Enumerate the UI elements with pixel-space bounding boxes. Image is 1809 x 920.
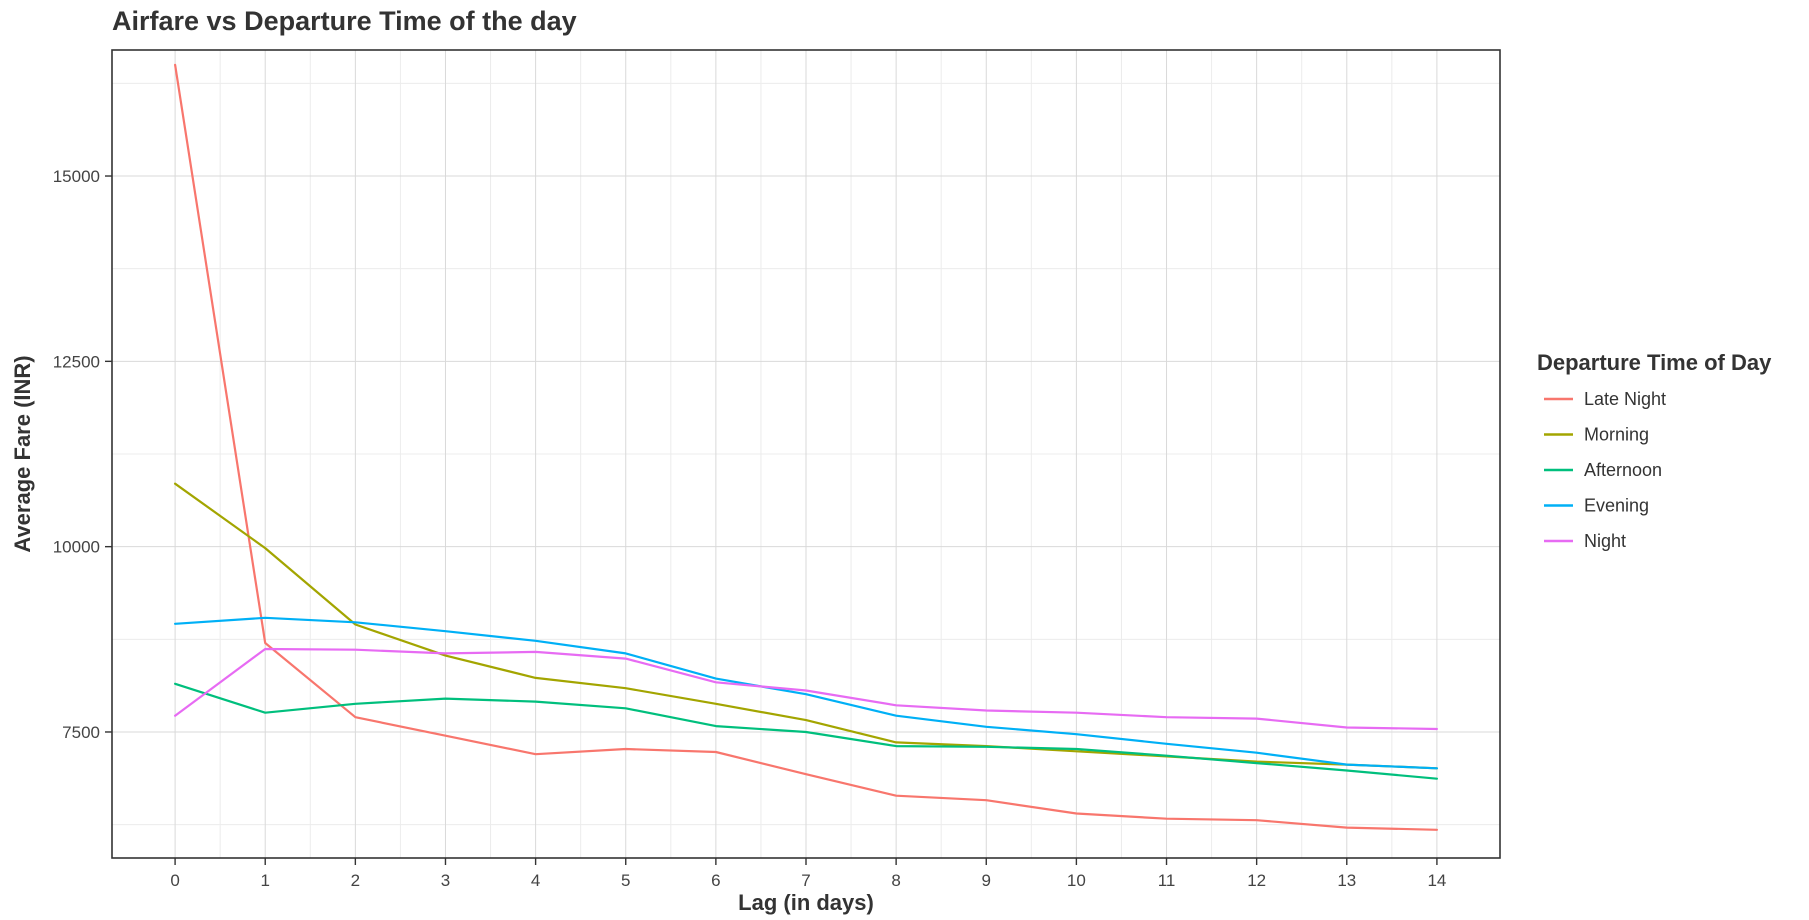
legend: Departure Time of Day Late Night Morning A… [1537, 350, 1772, 551]
legend-label-afternoon: Afternoon [1584, 460, 1662, 480]
x-tick-label: 6 [711, 871, 720, 890]
y-tick-label: 10000 [53, 538, 100, 557]
x-tick-label: 10 [1067, 871, 1086, 890]
x-tick-label: 0 [170, 871, 179, 890]
x-tick-label: 2 [351, 871, 360, 890]
series-line-evening [174, 616, 1439, 770]
chart-title: Airfare vs Departure Time of the day [112, 6, 577, 36]
gridlines [112, 50, 1500, 858]
x-axis: 0 1 2 3 4 5 6 7 8 9 10 11 12 13 14 [170, 858, 1446, 890]
legend-title: Departure Time of Day [1537, 350, 1772, 375]
series-lines [174, 63, 1439, 831]
series-line-night [174, 647, 1439, 731]
series-line-late-night [174, 63, 1439, 831]
x-tick-label: 3 [441, 871, 450, 890]
legend-label-evening: Evening [1584, 496, 1649, 516]
x-tick-label: 7 [801, 871, 810, 890]
y-axis: 7500 10000 12500 15000 [53, 167, 112, 742]
legend-label-late-night: Late Night [1584, 389, 1666, 409]
y-tick-label: 7500 [62, 723, 100, 742]
x-tick-label: 8 [891, 871, 900, 890]
y-tick-label: 12500 [53, 352, 100, 371]
legend-label-morning: Morning [1584, 425, 1649, 445]
x-tick-label: 13 [1337, 871, 1356, 890]
x-axis-title: Lag (in days) [738, 890, 874, 915]
x-tick-label: 14 [1427, 871, 1446, 890]
x-tick-label: 4 [531, 871, 540, 890]
series-line-afternoon [174, 682, 1439, 780]
x-tick-label: 12 [1247, 871, 1266, 890]
x-tick-label: 5 [621, 871, 630, 890]
x-tick-label: 9 [982, 871, 991, 890]
y-axis-title: Average Fare (INR) [10, 355, 35, 552]
x-tick-label: 1 [260, 871, 269, 890]
x-tick-label: 11 [1158, 871, 1176, 890]
y-tick-label: 15000 [53, 167, 100, 186]
legend-label-night: Night [1584, 531, 1626, 551]
